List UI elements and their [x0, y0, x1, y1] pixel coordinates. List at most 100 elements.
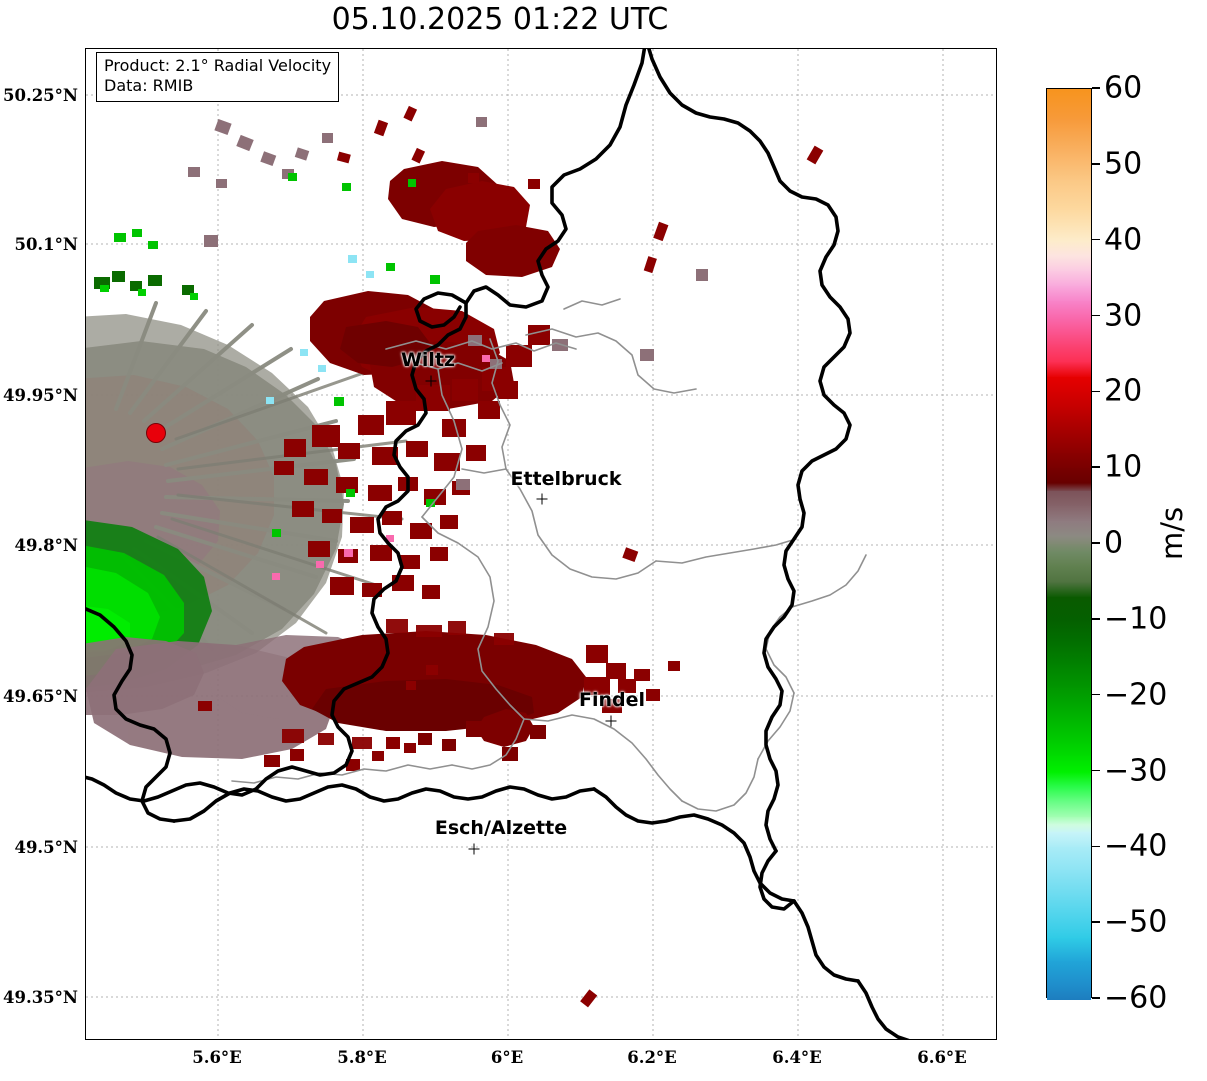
colorbar-segment — [1047, 983, 1091, 1000]
colorbar-tick-label: 20 — [1104, 373, 1143, 409]
radar-station-marker — [146, 423, 166, 443]
colorbar-segment — [1047, 847, 1091, 871]
colorbar-segment — [1047, 915, 1091, 939]
colorbar-segment — [1047, 240, 1091, 257]
colorbar-tick — [1092, 921, 1100, 923]
colorbar-segment — [1047, 331, 1091, 348]
colorbar-segment — [1047, 286, 1091, 302]
lon-tick-3: 6.2°E — [627, 1048, 677, 1067]
lon-tick-5: 6.6°E — [917, 1048, 967, 1067]
lon-tick-0: 5.6°E — [192, 1048, 242, 1067]
country-borders — [86, 49, 910, 1039]
colorbar-segment — [1047, 551, 1091, 568]
colorbar-segment — [1047, 180, 1091, 211]
colorbar-segment — [1047, 801, 1091, 818]
colorbar-segment — [1047, 544, 1091, 553]
map-graphics — [86, 49, 996, 1039]
colorbar-tick — [1092, 466, 1100, 468]
colorbar-tick-label: −20 — [1104, 677, 1168, 713]
colorbar-segment — [1047, 210, 1091, 227]
colorbar-segment — [1047, 817, 1091, 826]
colorbar-segment — [1047, 771, 1091, 788]
colorbar: 60 50 40 30 20 10 0 −10 −20 −30 −40 −50 −60 — [1046, 71, 1167, 1016]
colorbar-segment — [1047, 961, 1091, 985]
radar-map-plot: Wiltz Ettelbruck Findel Esch/Alzette — [85, 48, 997, 1040]
colorbar-segment — [1047, 377, 1091, 393]
colorbar-tick — [1092, 542, 1100, 544]
colorbar-segment — [1047, 255, 1091, 272]
page-title: 05.10.2025 01:22 UTC — [331, 2, 669, 37]
colorbar-title: m/s — [1155, 506, 1189, 560]
colorbar-tick — [1092, 314, 1100, 317]
colorbar-tick-label: 10 — [1104, 449, 1143, 485]
info-data-line: Data: RMIB — [104, 76, 194, 96]
lat-tick-5: 49.5°N — [14, 838, 78, 857]
colorbar-tick-label: −60 — [1104, 980, 1168, 1016]
colorbar-segment — [1047, 490, 1091, 507]
colorbar-segment — [1047, 407, 1091, 424]
colorbar-segment — [1047, 642, 1091, 666]
colorbar-segment — [1047, 271, 1091, 287]
colorbar-segment — [1047, 536, 1091, 545]
colorbar-segment — [1047, 688, 1091, 712]
colorbar-segment — [1047, 483, 1091, 492]
lon-tick-2: 6°E — [490, 1048, 524, 1067]
colorbar-tick-label: −40 — [1104, 828, 1168, 864]
colorbar-segment — [1047, 468, 1091, 484]
colorbar-segment — [1047, 938, 1091, 962]
colorbar-tick — [1092, 769, 1100, 772]
colorbar-segment — [1047, 301, 1091, 318]
lat-tick-4: 49.65°N — [3, 687, 78, 706]
lat-tick-3: 49.8°N — [14, 536, 78, 555]
colorbar-tick-label: 0 — [1104, 525, 1124, 561]
colorbar-tick-label: 40 — [1104, 222, 1143, 258]
info-product-line: Product: 2.1° Radial Velocity — [104, 56, 332, 75]
colorbar-tick — [1092, 693, 1100, 696]
colorbar-segment — [1047, 566, 1091, 583]
lat-tick-0: 50.25°N — [3, 86, 78, 105]
colorbar-segment — [1047, 453, 1091, 469]
colorbar-tick — [1092, 618, 1100, 620]
lon-tick-4: 6.4°E — [772, 1048, 822, 1067]
colorbar-segment — [1047, 786, 1091, 803]
lat-tick-2: 49.95°N — [3, 386, 78, 405]
lon-tick-1: 5.8°E — [337, 1048, 387, 1067]
lat-tick-6: 49.35°N — [3, 988, 78, 1007]
colorbar-tick — [1092, 238, 1100, 241]
colorbar-segment — [1047, 89, 1091, 120]
colorbar-segment — [1047, 597, 1091, 621]
colorbar-segment — [1047, 665, 1091, 689]
colorbar-segment — [1047, 824, 1091, 833]
admin-borders — [231, 298, 867, 812]
colorbar-segment — [1047, 506, 1091, 522]
colorbar-segment — [1047, 225, 1091, 242]
colorbar-segment — [1047, 619, 1091, 644]
colorbar-segment — [1047, 832, 1091, 848]
colorbar-segment — [1047, 392, 1091, 409]
colorbar-segment — [1047, 149, 1091, 181]
colorbar-segment — [1047, 733, 1091, 757]
colorbar-segment — [1047, 581, 1091, 598]
map-clip: Wiltz Ettelbruck Findel Esch/Alzette — [86, 49, 996, 1039]
colorbar-segment — [1047, 422, 1091, 439]
product-info-box: Product: 2.1° Radial Velocity Data: RMIB — [96, 52, 340, 102]
colorbar-tick — [1092, 163, 1100, 165]
colorbar-segment — [1047, 892, 1091, 917]
colorbar-tick — [1092, 997, 1100, 999]
colorbar-segment — [1047, 870, 1091, 894]
colorbar-tick-label: −10 — [1104, 601, 1168, 637]
colorbar-segment — [1047, 756, 1091, 773]
colorbar-segment — [1047, 521, 1091, 538]
colorbar-tick — [1092, 845, 1100, 848]
colorbar-tick — [1092, 87, 1100, 89]
colorbar-tick-label: −50 — [1104, 904, 1168, 940]
colorbar-tick-label: 50 — [1104, 146, 1143, 182]
colorbar-segment — [1047, 362, 1091, 378]
colorbar-tick-label: 30 — [1104, 298, 1143, 333]
colorbar-tick — [1092, 390, 1100, 393]
colorbar-tick-label: 60 — [1104, 70, 1143, 106]
colorbar-segment — [1047, 346, 1091, 363]
lat-tick-1: 50.1°N — [14, 235, 78, 254]
colorbar-tick-label: −30 — [1104, 753, 1168, 788]
colorbar-segment — [1047, 437, 1091, 454]
